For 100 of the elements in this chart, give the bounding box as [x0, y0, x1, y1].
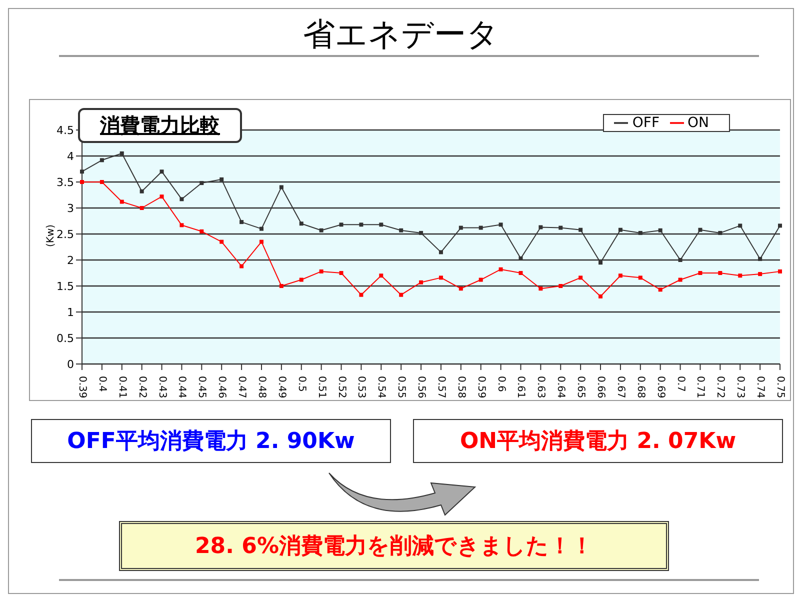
- point: [80, 180, 84, 184]
- y-tick-label: 1: [67, 306, 74, 319]
- point: [618, 228, 622, 232]
- point: [180, 223, 184, 228]
- chart-title: 省エネデータ: [302, 14, 500, 55]
- point: [279, 185, 284, 190]
- x-tick-label: 0.7: [674, 376, 686, 392]
- point: [558, 226, 563, 230]
- point: [638, 230, 642, 235]
- x-tick-label: 0.64: [555, 376, 566, 398]
- point: [319, 269, 324, 274]
- x-tick-label: 0.47: [236, 376, 248, 398]
- x-tick-label: 0.63: [535, 376, 546, 398]
- x-tick-label: 0.48: [256, 376, 267, 398]
- point: [458, 286, 463, 291]
- point: [778, 224, 782, 228]
- x-tick-label: 0.51: [316, 376, 327, 398]
- x-tick-label: 0.53: [356, 376, 367, 398]
- x-tick-label: 0.61: [515, 376, 526, 398]
- point: [140, 206, 144, 210]
- y-tick-label: 0.5: [56, 332, 74, 345]
- point: [478, 226, 483, 230]
- point: [678, 258, 682, 262]
- y-tick-label: 1.5: [56, 280, 74, 293]
- point: [658, 288, 662, 292]
- point: [698, 228, 702, 232]
- x-tick-label: 0.54: [376, 376, 387, 398]
- x-tick-label: 0.75: [774, 376, 786, 398]
- x-tick-label: 0.56: [416, 376, 427, 398]
- point: [658, 228, 662, 232]
- point: [399, 228, 404, 232]
- point: [299, 278, 304, 282]
- point: [259, 226, 264, 231]
- point: [598, 294, 603, 298]
- x-tick-label: 0.49: [276, 376, 287, 398]
- y-tick-label: 3.5: [56, 176, 74, 189]
- point: [678, 278, 682, 282]
- point: [240, 264, 244, 268]
- x-tick-label: 0.72: [714, 376, 726, 398]
- point: [638, 276, 642, 280]
- x-tick-label: 0.68: [634, 376, 646, 398]
- text: 28. 6%消費電力を削減できました！！: [119, 521, 669, 571]
- x-tick-label: 0.45: [196, 376, 208, 398]
- point: [438, 276, 443, 280]
- point: [618, 274, 622, 278]
- point: [160, 194, 164, 199]
- x-tick-label: 0.71: [694, 376, 706, 398]
- point: [698, 271, 702, 275]
- point: [538, 225, 543, 230]
- point: [558, 284, 563, 288]
- y-tick-label: 4.5: [56, 124, 74, 137]
- point: [180, 197, 184, 202]
- point: [339, 222, 344, 227]
- point: [100, 158, 104, 162]
- x-tick-label: 0.41: [116, 376, 128, 398]
- chart-subtitle: 消費電力比較: [78, 108, 242, 143]
- text: ON平均消費電力 2. 07Kw: [413, 419, 783, 463]
- x-tick-label: 0.59: [475, 376, 486, 398]
- point: [259, 240, 264, 244]
- point: [399, 292, 404, 297]
- point: [758, 256, 762, 261]
- x-tick-label: 0.73: [734, 376, 746, 398]
- y-tick-label: 2.5: [56, 228, 74, 241]
- point: [478, 278, 483, 282]
- point: [598, 260, 603, 265]
- point: [299, 222, 304, 226]
- x-tick-label: 0.74: [754, 376, 766, 398]
- text: OFF平均消費電力 2. 90Kw: [31, 419, 391, 463]
- x-tick-label: 0.57: [435, 376, 446, 398]
- point: [458, 226, 463, 230]
- point: [240, 220, 244, 224]
- point: [120, 200, 124, 204]
- point: [538, 286, 543, 291]
- x-tick-label: 0.4: [96, 376, 108, 392]
- point: [200, 229, 204, 234]
- y-tick-label: 2: [67, 254, 74, 267]
- x-tick-label: 0.67: [614, 376, 626, 398]
- point: [718, 271, 722, 275]
- point: [220, 177, 224, 182]
- y-tick-label: 0: [67, 358, 74, 371]
- point: [419, 230, 424, 235]
- x-tick-label: 0.58: [455, 376, 466, 398]
- x-tick-label: 0.6: [495, 376, 506, 392]
- point: [498, 222, 503, 227]
- x-tick-label: 0.39: [76, 376, 88, 398]
- point: [140, 189, 144, 194]
- point: [518, 271, 523, 275]
- point: [319, 228, 324, 232]
- point: [359, 222, 364, 227]
- x-tick-label: 0.69: [654, 376, 666, 398]
- point: [438, 250, 443, 254]
- x-tick-label: 0.43: [156, 376, 168, 398]
- point: [379, 222, 384, 227]
- point: [359, 292, 364, 297]
- point: [758, 272, 762, 276]
- point: [200, 181, 204, 186]
- point: [160, 170, 164, 174]
- y-axis-title: (Kw): [46, 224, 57, 247]
- point: [738, 274, 742, 278]
- point: [279, 284, 284, 288]
